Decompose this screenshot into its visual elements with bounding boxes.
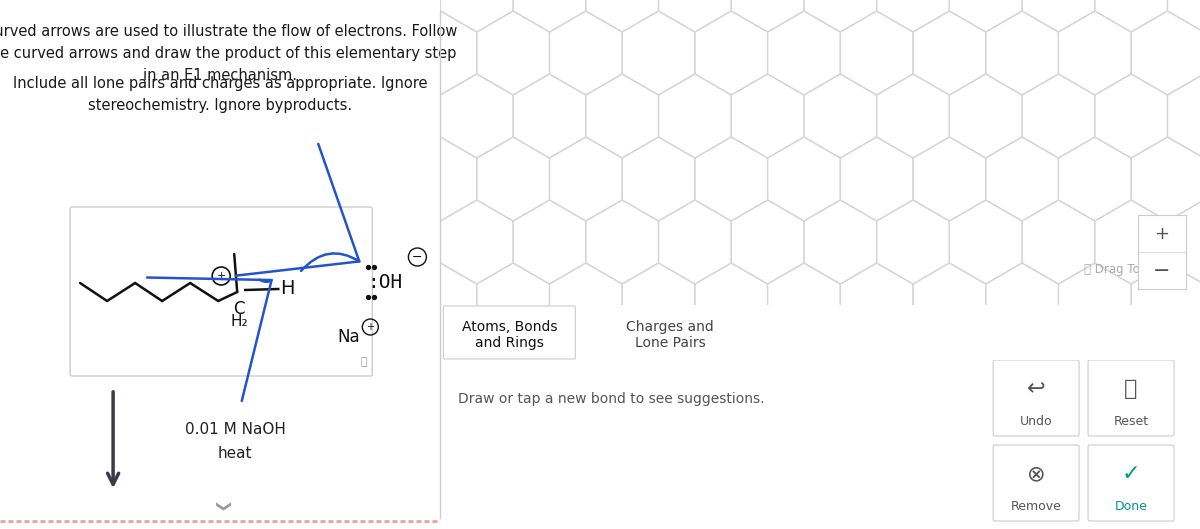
Text: 🖐 Drag To Pan: 🖐 Drag To Pan bbox=[1085, 263, 1165, 277]
Text: −: − bbox=[1153, 261, 1170, 280]
Text: :OH: :OH bbox=[367, 272, 402, 291]
Text: Done: Done bbox=[1115, 499, 1147, 513]
Text: heat: heat bbox=[218, 446, 252, 461]
Text: Include all lone pairs and charges as appropriate. Ignore
stereochemistry. Ignor: Include all lone pairs and charges as ap… bbox=[13, 76, 427, 113]
Text: Remove: Remove bbox=[1010, 499, 1062, 513]
Text: Lone Pairs: Lone Pairs bbox=[635, 336, 706, 350]
FancyBboxPatch shape bbox=[443, 306, 575, 359]
Text: C: C bbox=[234, 300, 245, 318]
Text: Draw or tap a new bond to see suggestions.: Draw or tap a new bond to see suggestion… bbox=[458, 392, 764, 406]
FancyBboxPatch shape bbox=[1088, 445, 1174, 521]
Text: Na: Na bbox=[337, 328, 360, 346]
Text: Atoms, Bonds: Atoms, Bonds bbox=[462, 320, 557, 334]
Text: and Rings: and Rings bbox=[475, 336, 544, 350]
FancyBboxPatch shape bbox=[994, 360, 1079, 436]
Text: 🔍: 🔍 bbox=[360, 357, 367, 367]
Text: H₂: H₂ bbox=[230, 314, 248, 329]
FancyBboxPatch shape bbox=[994, 445, 1079, 521]
Text: −: − bbox=[412, 251, 422, 263]
Text: ❯: ❯ bbox=[212, 501, 228, 514]
FancyBboxPatch shape bbox=[1088, 360, 1174, 436]
Text: Curved arrows are used to illustrate the flow of electrons. Follow
the curved ar: Curved arrows are used to illustrate the… bbox=[0, 24, 457, 84]
Text: Undo: Undo bbox=[1020, 415, 1052, 427]
Text: 🗑: 🗑 bbox=[1124, 379, 1138, 399]
Text: ⊗: ⊗ bbox=[1027, 464, 1045, 485]
Text: 0.01 M NaOH: 0.01 M NaOH bbox=[185, 422, 286, 436]
Text: +: + bbox=[216, 271, 226, 281]
Text: +: + bbox=[366, 322, 374, 332]
Text: ↩: ↩ bbox=[1027, 379, 1045, 399]
Text: Charges and: Charges and bbox=[626, 320, 714, 334]
FancyArrowPatch shape bbox=[148, 278, 271, 401]
FancyBboxPatch shape bbox=[70, 207, 372, 376]
FancyArrowPatch shape bbox=[235, 144, 359, 276]
Text: H: H bbox=[280, 279, 294, 298]
Text: Reset: Reset bbox=[1114, 415, 1148, 427]
Text: +: + bbox=[1154, 225, 1169, 243]
Text: ✓: ✓ bbox=[1122, 464, 1140, 485]
